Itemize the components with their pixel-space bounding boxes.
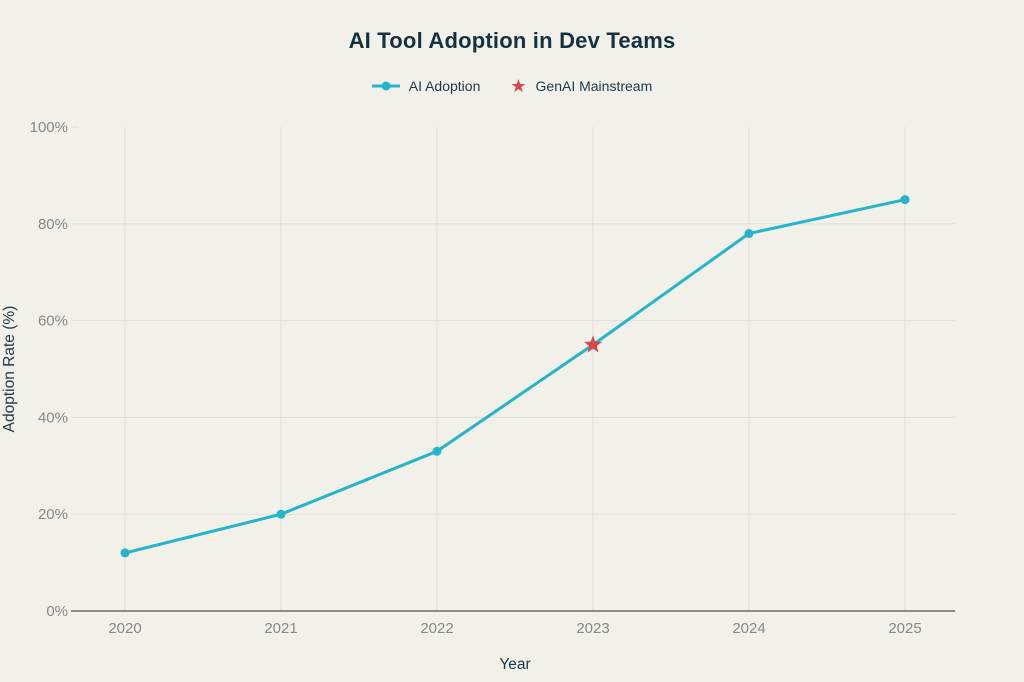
y-tick-label: 40% [38, 409, 68, 426]
adoption-point [276, 509, 286, 519]
y-axis-title: Adoption Rate (%) [1, 306, 18, 433]
adoption-points [120, 195, 910, 558]
adoption-point [900, 195, 910, 205]
star-marker-icon: ★ [510, 76, 527, 96]
legend-label-ai-adoption: AI Adoption [408, 78, 481, 94]
legend: AI Adoption ★ GenAI Mainstream [0, 76, 1024, 96]
v-gridlines [124, 127, 906, 611]
x-tick-label: 2023 [576, 620, 609, 637]
line-dot-marker-icon [371, 81, 400, 91]
h-gridlines [71, 126, 955, 515]
x-axis-title: Year [499, 656, 530, 673]
chart-title: AI Tool Adoption in Dev Teams [348, 28, 676, 53]
legend-label-genai-mainstream: GenAI Mainstream [535, 78, 653, 94]
y-tick-label: 80% [38, 216, 68, 233]
x-tick-label: 2022 [420, 620, 453, 637]
legend-dot-swatch [381, 81, 391, 91]
legend-item-ai-adoption[interactable]: AI Adoption [371, 78, 481, 94]
adoption-point [432, 446, 442, 456]
y-tick-label: 20% [38, 506, 68, 523]
x-tick-label: 2024 [732, 620, 765, 637]
x-tick-label: 2021 [264, 620, 297, 637]
y-tick-label: 100% [30, 119, 68, 136]
legend-item-genai-mainstream[interactable]: ★ GenAI Mainstream [510, 76, 653, 96]
y-tick-label: 0% [46, 603, 68, 620]
adoption-point [744, 229, 754, 238]
y-tick-label: 60% [38, 313, 68, 330]
adoption-line [123, 198, 907, 555]
x-tick-label: 2020 [108, 620, 141, 637]
x-tick-labels: 2020 2021 2022 2023 2024 2025 [108, 620, 921, 637]
adoption-point [120, 548, 130, 558]
genai-star-marker [584, 335, 602, 353]
y-tick-labels: 0% 20% 40% 60% 80% 100% [30, 119, 68, 620]
x-tick-label: 2025 [888, 620, 921, 637]
